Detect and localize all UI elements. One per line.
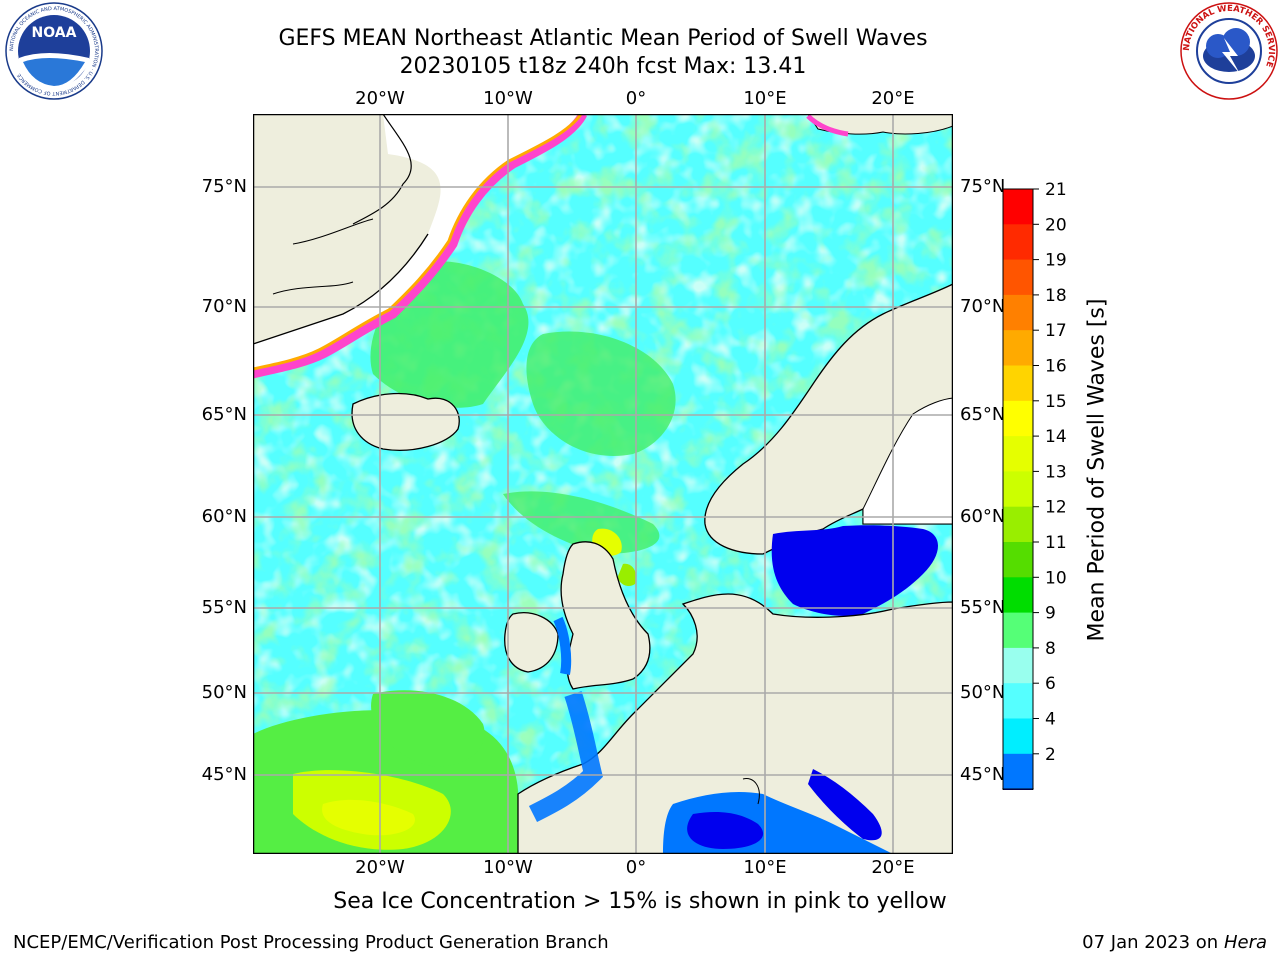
colorbar-tick-label: 20 <box>1045 215 1067 235</box>
lat-label-left-55n: 55°N <box>201 597 247 618</box>
lat-label-left-75n: 75°N <box>201 176 247 197</box>
lon-label-bottom-10e: 10°E <box>743 857 787 878</box>
lon-label-top-10e: 10°E <box>743 88 787 109</box>
lat-label-left-60n: 60°N <box>201 506 247 527</box>
lon-label-bottom-20w: 20°W <box>355 857 405 878</box>
colorbar-swatch <box>1003 612 1033 649</box>
lat-label-left-50n: 50°N <box>201 682 247 703</box>
footer-date: 07 Jan 2023 on Hera <box>1082 932 1267 953</box>
baltic-sea <box>771 525 938 616</box>
colorbar-tick-label: 4 <box>1045 710 1056 730</box>
greenland <box>253 114 588 379</box>
lat-label-left-70n: 70°N <box>201 296 247 317</box>
colorbar-tick-label: 19 <box>1045 251 1067 271</box>
footer-credit: NCEP/EMC/Verification Post Processing Pr… <box>13 932 609 953</box>
colorbar-swatch <box>1003 189 1033 225</box>
lat-label-right-65n: 65°N <box>960 404 1006 425</box>
nws-logo: NATIONAL WEATHER SERVICE <box>1180 2 1278 104</box>
colorbar-swatch <box>1003 542 1033 578</box>
lat-label-right-50n: 50°N <box>960 682 1006 703</box>
colorbar-tick-label: 9 <box>1045 604 1056 624</box>
colorbar-tick-label: 12 <box>1045 498 1067 518</box>
colorbar-swatch <box>1003 259 1033 296</box>
colorbar-tick-label: 2 <box>1045 745 1056 765</box>
colorbar-swatch <box>1003 365 1033 402</box>
lat-label-right-45n: 45°N <box>960 764 1006 785</box>
colorbar-tick-label: 17 <box>1045 321 1067 341</box>
lon-label-top-10w: 10°W <box>483 88 533 109</box>
colorbar-swatch <box>1003 294 1033 331</box>
colorbar-tick-label: 15 <box>1045 392 1067 412</box>
colorbar-swatch <box>1003 471 1033 508</box>
lon-label-top-20e: 20°E <box>871 88 915 109</box>
colorbar-swatch <box>1003 506 1033 543</box>
great-britain <box>560 541 651 690</box>
colorbar-swatch <box>1003 753 1033 790</box>
colorbar-tick-label: 6 <box>1045 674 1056 694</box>
colorbar-tick-label: 21 <box>1045 180 1067 200</box>
lat-label-right-55n: 55°N <box>960 597 1006 618</box>
map-panel <box>253 114 953 854</box>
lat-label-left-65n: 65°N <box>201 404 247 425</box>
lon-label-top-0: 0° <box>625 88 647 109</box>
lat-label-right-75n: 75°N <box>960 176 1006 197</box>
colorbar-swatch <box>1003 330 1033 366</box>
adriatic-sea <box>808 769 882 841</box>
colorbar-swatch <box>1003 647 1033 684</box>
footer-host: Hera <box>1223 932 1267 953</box>
colorbar-outline <box>1002 188 1034 790</box>
lon-label-bottom-10w: 10°W <box>483 857 533 878</box>
colorbar-swatch <box>1003 400 1033 437</box>
colorbar-tick-label: 18 <box>1045 286 1067 306</box>
graticule <box>253 114 953 854</box>
ireland <box>504 612 559 673</box>
swell-period-zones <box>253 261 676 854</box>
footer-date-text: 07 Jan 2023 on <box>1082 932 1219 953</box>
colorbar: 21 20 19 18 17 16 15 14 13 12 11 10 9 8 6 4 2 <box>1002 180 1067 790</box>
colorbar-swatch <box>1003 224 1033 261</box>
chart-subtitle: 20230105 t18z 240h fcst Max: 13.41 <box>399 54 807 79</box>
noaa-logo: NOAA NATIONAL OCEANIC AND ATMOSPHERIC AD… <box>5 2 103 104</box>
colorbar-tick-label: 11 <box>1045 533 1067 553</box>
colorbar-swatch <box>1003 436 1033 472</box>
noaa-logo-text: NOAA <box>32 25 77 41</box>
lat-label-right-70n: 70°N <box>960 296 1006 317</box>
colorbar-tick-label: 8 <box>1045 639 1056 659</box>
colorbar-tick-label: 10 <box>1045 568 1067 588</box>
colorbar-tick-label: 16 <box>1045 357 1067 377</box>
sea-ice-caption: Sea Ice Concentration > 15% is shown in … <box>333 889 947 914</box>
lat-label-left-45n: 45°N <box>201 764 247 785</box>
lon-label-bottom-20e: 20°E <box>871 857 915 878</box>
colorbar-swatch <box>1003 718 1033 755</box>
gulf-of-bothnia-ice <box>862 397 953 525</box>
swell-period-map <box>253 114 953 854</box>
colorbar-tick-label: 14 <box>1045 427 1067 447</box>
colorbar-swatch <box>1003 577 1033 614</box>
colorbar-swatch <box>1003 683 1033 719</box>
lon-label-top-20w: 20°W <box>355 88 405 109</box>
iceland <box>351 392 460 451</box>
colorbar-title: Mean Period of Swell Waves [s] <box>1084 298 1110 642</box>
lon-label-bottom-0: 0° <box>625 857 647 878</box>
colorbar-tick-label: 13 <box>1045 462 1067 482</box>
map-border <box>253 114 953 854</box>
lat-label-right-60n: 60°N <box>960 506 1006 527</box>
chart-title: GEFS MEAN Northeast Atlantic Mean Period… <box>278 26 928 51</box>
